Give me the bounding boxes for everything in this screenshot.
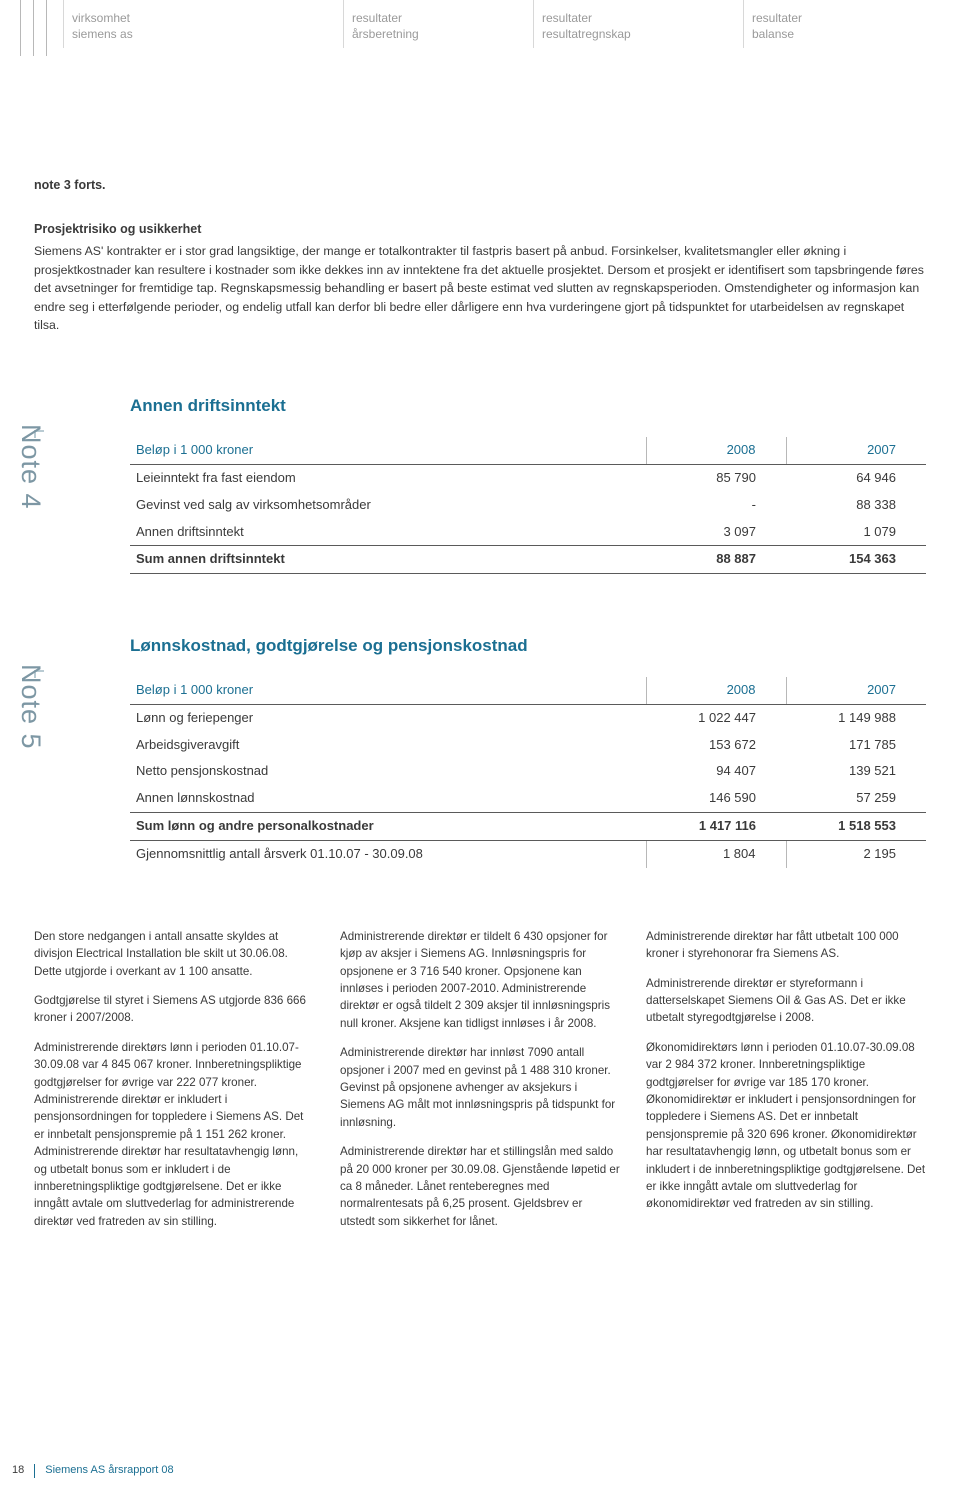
tab-balanse[interactable]: resultater balanse	[743, 0, 850, 48]
table-row: Arbeidsgiveravgift 153 672 171 785	[130, 732, 926, 759]
cell-value: -	[646, 492, 786, 519]
note4-vertical-label: Note 4	[11, 424, 50, 510]
cell-label: Sum annen driftsinntekt	[130, 546, 646, 574]
note3-risk-body: Siemens AS' kontrakter er i stor grad la…	[34, 242, 926, 334]
note4-marker: Note 4	[34, 424, 136, 463]
left-rule	[20, 0, 21, 56]
table-row: Annen lønnskostnad 146 590 57 259	[130, 785, 926, 812]
cell-value: 139 521	[786, 758, 926, 785]
paragraph: Administrerende direktør er styreformann…	[646, 975, 926, 1027]
paragraph: Administrerende direktør har fått utbeta…	[646, 928, 926, 963]
tab-line2: årsberetning	[352, 26, 485, 42]
paragraph: Godtgjørelse til styret i Siemens AS utg…	[34, 992, 314, 1027]
table-total-row: Sum annen driftsinntekt 88 887 154 363	[130, 546, 926, 574]
note4-title: Annen driftsinntekt	[130, 394, 926, 419]
paragraph: Administrerende direktør har et stilling…	[340, 1143, 620, 1230]
table-total-row: Sum lønn og andre personalkostnader 1 41…	[130, 813, 926, 841]
cell-label: Annen lønnskostnad	[130, 785, 646, 812]
tab-line1: virksomhet	[72, 10, 295, 26]
paragraph: Den store nedgangen i antall ansatte sky…	[34, 928, 314, 980]
tab-line1: resultater	[352, 10, 485, 26]
note3-cont-label: note 3 forts.	[34, 176, 960, 194]
note5-marker: Note 5	[34, 664, 136, 703]
tab-line2: resultatregnskap	[542, 26, 695, 42]
bottom-col-1: Den store nedgangen i antall ansatte sky…	[34, 928, 314, 1242]
cell-value: 1 804	[646, 841, 786, 868]
cell-value: 146 590	[646, 785, 786, 812]
page-footer: 18 Siemens AS årsrapport 08	[12, 1463, 174, 1479]
bottom-col-2: Administrerende direktør er tildelt 6 43…	[340, 928, 620, 1242]
cell-value: 153 672	[646, 732, 786, 759]
paragraph: Administrerende direktør har innløst 709…	[340, 1044, 620, 1131]
table-row: Lønn og feriepenger 1 022 447 1 149 988	[130, 704, 926, 731]
note3-risk-title: Prosjektrisiko og usikkerhet	[34, 220, 926, 238]
note4-table: Beløp i 1 000 kroner 2008 2007 Leieinnte…	[130, 437, 926, 574]
paragraph: Administrerende direktør er tildelt 6 43…	[340, 928, 620, 1032]
table-header-year1: 2008	[646, 437, 786, 464]
top-navigation: virksomhet siemens as resultater årsbere…	[0, 0, 960, 56]
footer-title: Siemens AS årsrapport 08	[45, 1463, 173, 1479]
tab-line1: resultater	[542, 10, 695, 26]
table-header-label: Beløp i 1 000 kroner	[130, 677, 646, 704]
cell-label: Gevinst ved salg av virksomhetsområder	[130, 492, 646, 519]
table-header-year2: 2007	[786, 677, 926, 704]
cell-value: 88 338	[786, 492, 926, 519]
bottom-col-3: Administrerende direktør har fått utbeta…	[646, 928, 926, 1242]
note4-section: Note 4 Annen driftsinntekt Beløp i 1 000…	[0, 394, 960, 574]
cell-label: Lønn og feriepenger	[130, 704, 646, 731]
cell-value: 1 079	[786, 519, 926, 546]
table-row: Annen driftsinntekt 3 097 1 079	[130, 519, 926, 546]
cell-value: 1 518 553	[786, 813, 926, 841]
cell-label: Arbeidsgiveravgift	[130, 732, 646, 759]
tab-virksomhet[interactable]: virksomhet siemens as	[63, 0, 343, 48]
left-rule	[33, 0, 34, 56]
cell-label: Leieinntekt fra fast eiendom	[130, 464, 646, 491]
cell-value: 3 097	[646, 519, 786, 546]
table-header-year1: 2008	[646, 677, 786, 704]
cell-value: 154 363	[786, 546, 926, 574]
cell-value: 85 790	[646, 464, 786, 491]
tab-arsberetning[interactable]: resultater årsberetning	[343, 0, 533, 48]
cell-value: 1 022 447	[646, 704, 786, 731]
table-header-year2: 2007	[786, 437, 926, 464]
note5-section: Note 5 Lønnskostnad, godtgjørelse og pen…	[0, 634, 960, 868]
cell-label: Annen driftsinntekt	[130, 519, 646, 546]
tab-resultatregnskap[interactable]: resultater resultatregnskap	[533, 0, 743, 48]
table-header-label: Beløp i 1 000 kroner	[130, 437, 646, 464]
tab-line1: resultater	[752, 10, 802, 26]
cell-value: 64 946	[786, 464, 926, 491]
table-row: Gevinst ved salg av virksomhetsområder -…	[130, 492, 926, 519]
cell-value: 1 149 988	[786, 704, 926, 731]
note5-title: Lønnskostnad, godtgjørelse og pensjonsko…	[130, 634, 926, 659]
cell-label: Sum lønn og andre personalkostnader	[130, 813, 646, 841]
page-number: 18	[12, 1463, 24, 1479]
table-row: Netto pensjonskostnad 94 407 139 521	[130, 758, 926, 785]
note3-risk-block: Prosjektrisiko og usikkerhet Siemens AS'…	[34, 220, 926, 334]
cell-label: Gjennomsnittlig antall årsverk 01.10.07 …	[130, 841, 646, 868]
cell-value: 2 195	[786, 841, 926, 868]
cell-value: 1 417 116	[646, 813, 786, 841]
table-row: Leieinntekt fra fast eiendom 85 790 64 9…	[130, 464, 926, 491]
cell-value: 94 407	[646, 758, 786, 785]
tab-line2: balanse	[752, 26, 802, 42]
cell-label: Netto pensjonskostnad	[130, 758, 646, 785]
cell-value: 57 259	[786, 785, 926, 812]
tab-line2: siemens as	[72, 26, 295, 42]
footer-divider-icon	[34, 1464, 35, 1478]
bottom-columns: Den store nedgangen i antall ansatte sky…	[34, 928, 926, 1242]
table-row: Gjennomsnittlig antall årsverk 01.10.07 …	[130, 841, 926, 868]
note5-table: Beløp i 1 000 kroner 2008 2007 Lønn og f…	[130, 677, 926, 868]
paragraph: Administrerende direktørs lønn i periode…	[34, 1039, 314, 1230]
left-rule	[46, 0, 47, 56]
paragraph: Økonomidirektørs lønn i perioden 01.10.0…	[646, 1039, 926, 1213]
cell-value: 171 785	[786, 732, 926, 759]
note5-vertical-label: Note 5	[11, 664, 50, 750]
cell-value: 88 887	[646, 546, 786, 574]
